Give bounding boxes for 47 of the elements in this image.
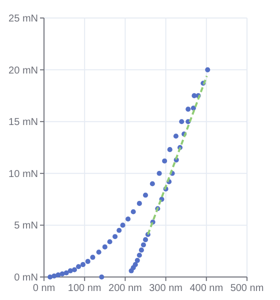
point xyxy=(132,262,138,268)
x-tick-label: 400 nm xyxy=(190,283,224,294)
y-tick-label: 20 mN xyxy=(8,65,38,76)
y-tick-label: 5 mN xyxy=(14,220,38,232)
point xyxy=(126,216,131,222)
point xyxy=(116,228,122,233)
point xyxy=(64,270,69,276)
point xyxy=(179,119,184,124)
point xyxy=(56,272,61,278)
point xyxy=(99,274,104,280)
point xyxy=(156,170,162,176)
point xyxy=(102,244,108,250)
point xyxy=(162,158,168,164)
x-tick-label: 500 nm xyxy=(230,283,264,294)
point xyxy=(85,258,90,264)
point xyxy=(173,134,178,139)
x-tick-label: 100 nm xyxy=(68,283,102,294)
point xyxy=(138,248,144,253)
point xyxy=(130,209,136,214)
x-tick-label: 200 nm xyxy=(108,283,142,294)
point xyxy=(90,254,96,260)
point xyxy=(76,264,82,270)
point xyxy=(205,67,210,72)
point xyxy=(186,106,191,112)
y-tick-label: 15 mN xyxy=(8,117,38,128)
point xyxy=(48,274,53,280)
x-tick-label: 0 nm xyxy=(32,283,56,294)
x-tick-label: 300 nm xyxy=(149,283,182,294)
point xyxy=(142,237,148,242)
y-tick-label: 0 mN xyxy=(14,272,38,284)
point xyxy=(112,234,118,240)
point xyxy=(167,147,172,152)
point xyxy=(136,200,142,206)
y-tick-label: 10 mN xyxy=(8,168,38,180)
point xyxy=(107,239,112,244)
point xyxy=(140,242,146,248)
point xyxy=(134,258,140,263)
point xyxy=(150,181,155,186)
y-tick-label: 25 mN xyxy=(8,14,38,24)
point xyxy=(72,267,77,272)
point xyxy=(136,252,142,258)
point xyxy=(60,271,65,276)
point xyxy=(80,262,86,268)
point xyxy=(96,250,102,255)
point xyxy=(52,273,57,278)
point xyxy=(120,222,126,228)
point xyxy=(142,192,148,198)
